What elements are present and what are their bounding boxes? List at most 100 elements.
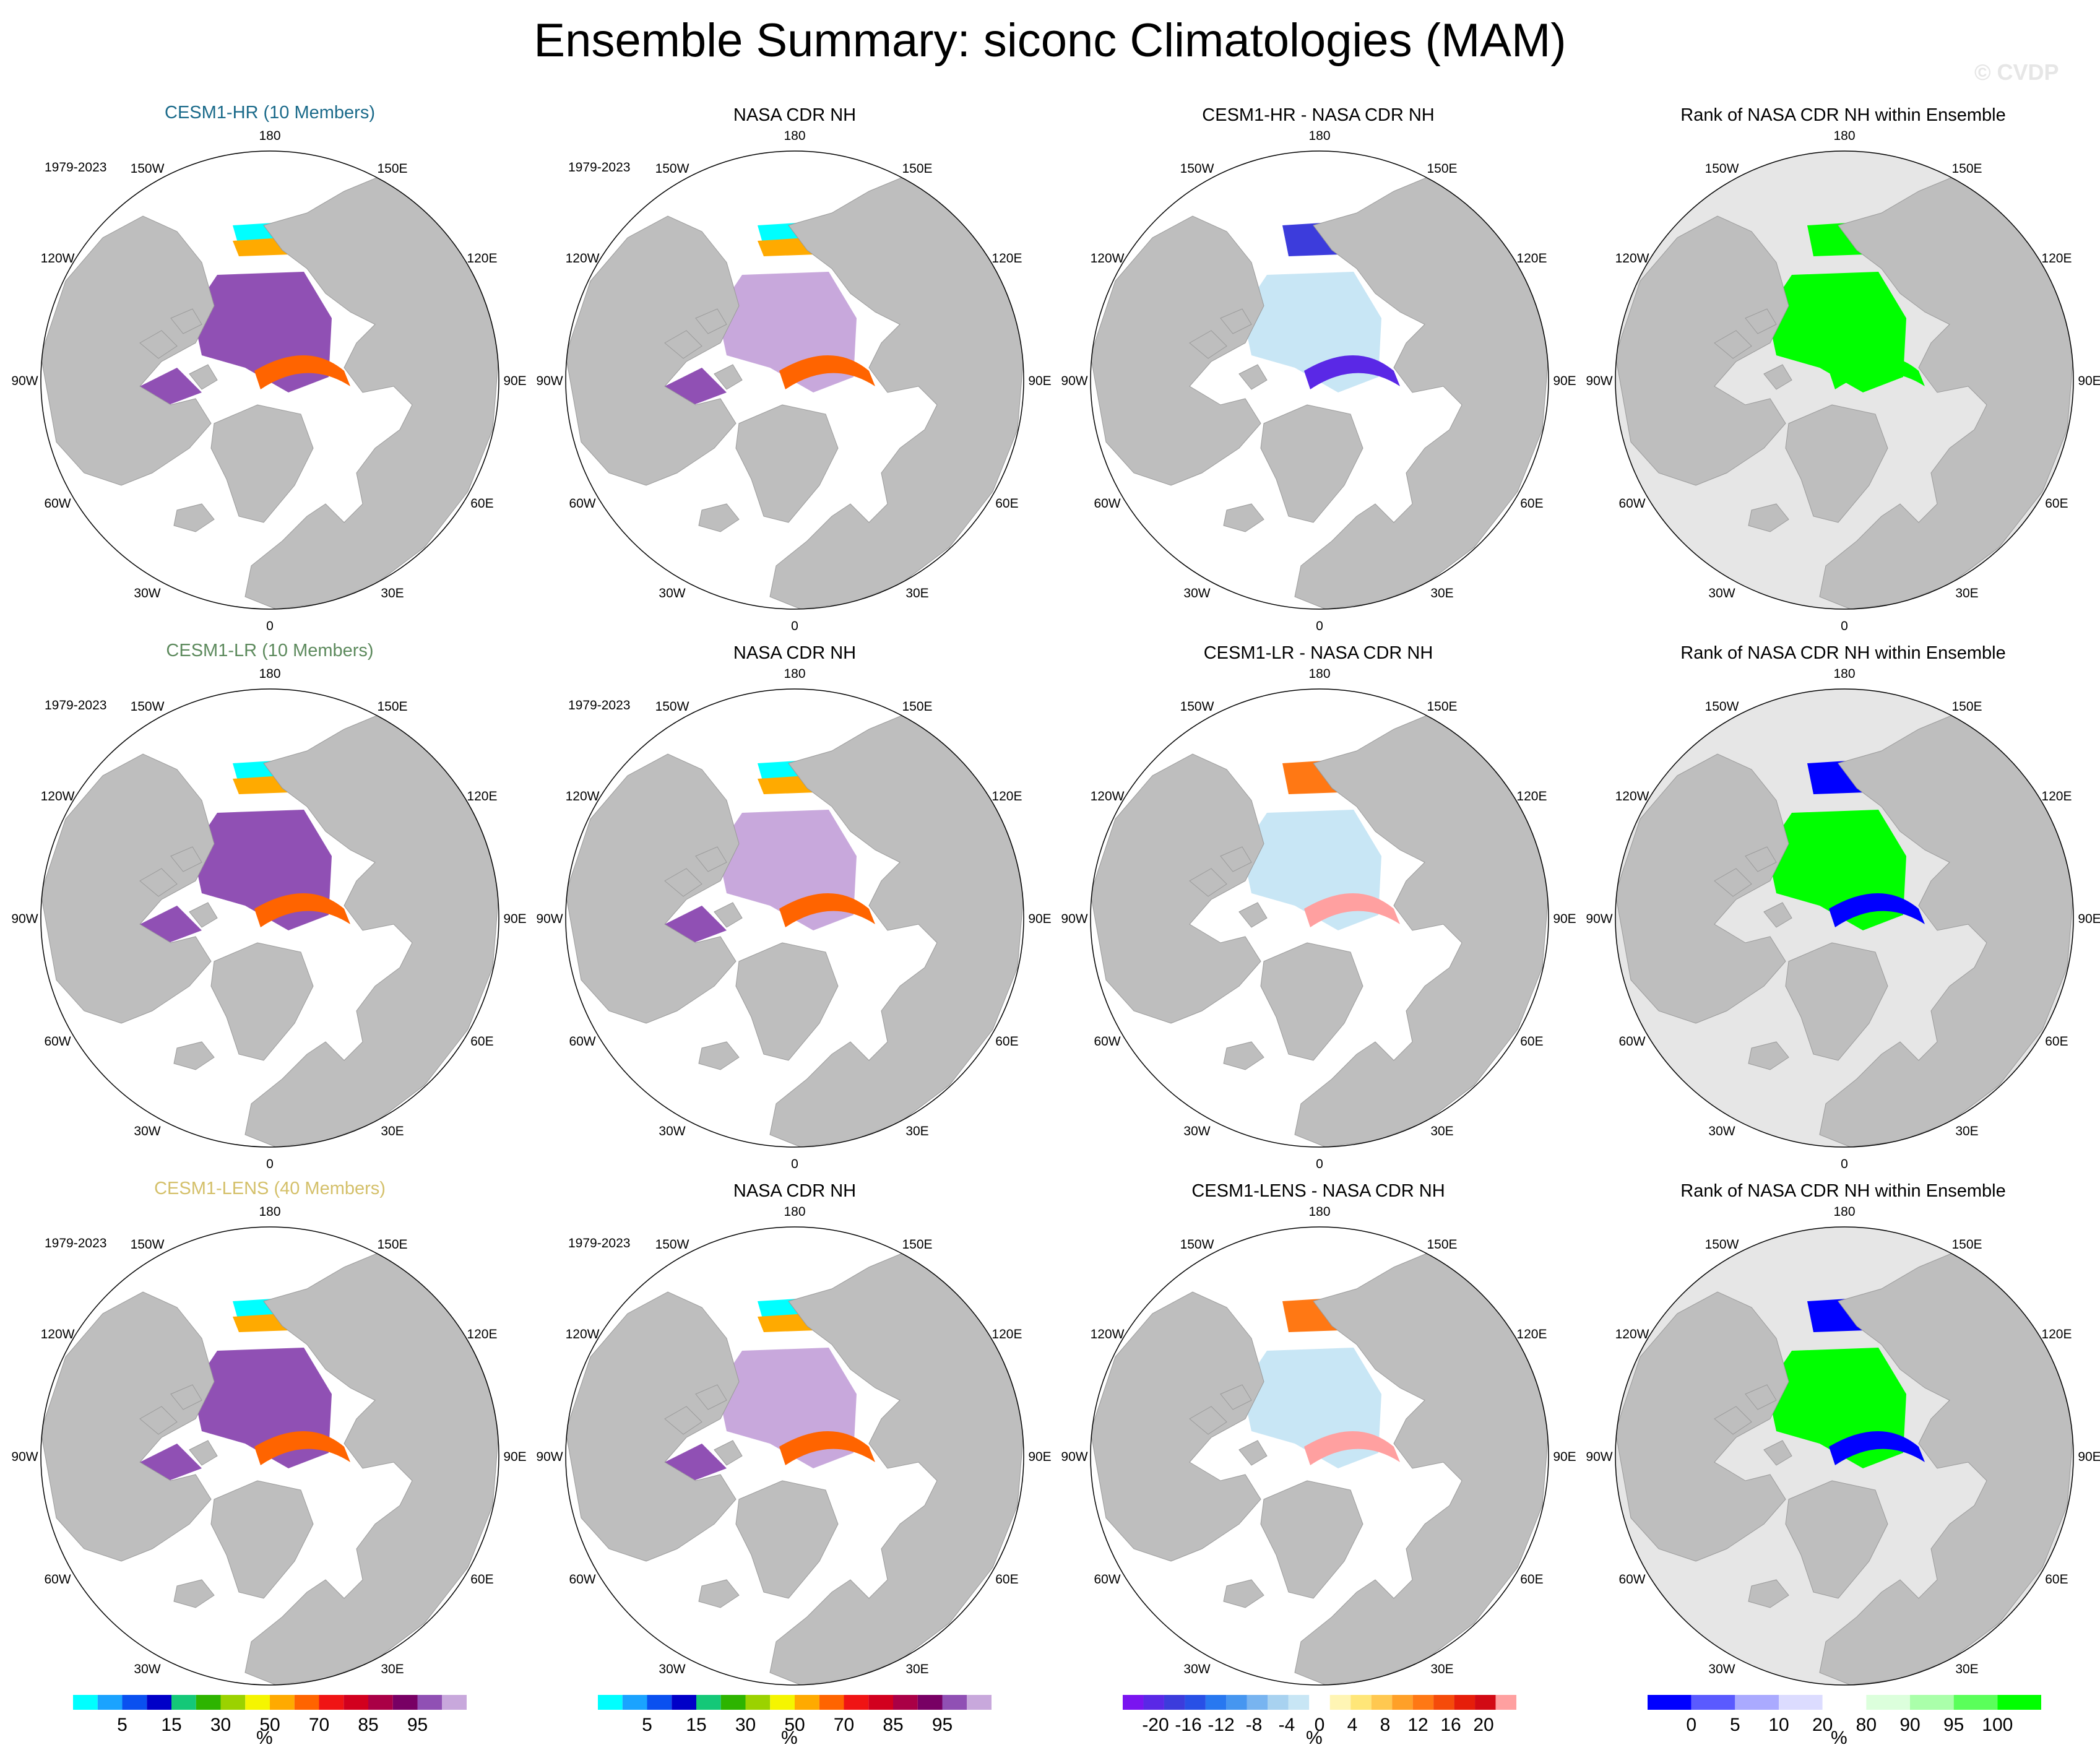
longitude-label: 120W bbox=[1091, 1327, 1125, 1341]
longitude-label: 150E bbox=[1427, 700, 1457, 714]
colorbar-tick-label: 50 bbox=[784, 1715, 805, 1735]
colorbar-swatch bbox=[1288, 1695, 1310, 1710]
colorbar-swatch bbox=[1495, 1695, 1516, 1710]
longitude-label: 90W bbox=[1061, 374, 1087, 388]
longitude-label: 30E bbox=[1955, 1662, 1978, 1676]
colorbar-siconc-2: 5 15 30 50 70 85 95 bbox=[598, 1695, 992, 1735]
colorbar-swatch bbox=[245, 1695, 270, 1710]
longitude-label: 150W bbox=[131, 700, 165, 714]
longitude-label: 90W bbox=[1061, 912, 1087, 926]
longitude-label: 150W bbox=[655, 1237, 689, 1252]
longitude-label: 150E bbox=[1427, 1237, 1457, 1252]
longitude-label: 120W bbox=[1615, 789, 1649, 804]
longitude-label: 60E bbox=[1520, 1572, 1543, 1587]
colorbar-swatch bbox=[122, 1695, 147, 1710]
longitude-label: 180 bbox=[259, 129, 280, 143]
map-boundary bbox=[1615, 150, 2074, 610]
colorbar-swatch bbox=[1433, 1695, 1454, 1710]
colorbar-swatch bbox=[319, 1695, 344, 1710]
panel-title-obs-1: NASA CDR NH bbox=[733, 105, 857, 125]
panel-title-rank-2: Rank of NASA CDR NH within Ensemble bbox=[1680, 643, 2006, 663]
colorbar-tick-label: 5 bbox=[1730, 1715, 1740, 1735]
longitude-label: 30E bbox=[1955, 586, 1978, 600]
colorbar-tick-label: 80 bbox=[1856, 1715, 1877, 1735]
colorbar-siconc-1: 5 15 30 50 70 85 95 bbox=[73, 1695, 467, 1735]
longitude-label: 120E bbox=[1516, 1327, 1547, 1341]
longitude-label: 180 bbox=[1833, 667, 1855, 681]
longitude-label: 30W bbox=[659, 1124, 685, 1138]
map-boundary bbox=[40, 1226, 499, 1686]
colorbar-swatch bbox=[1329, 1695, 1351, 1710]
longitude-label: 0 bbox=[1841, 1157, 1848, 1171]
longitude-label: 150W bbox=[1705, 700, 1739, 714]
longitude-label: 180 bbox=[259, 667, 280, 681]
longitude-label: 60W bbox=[569, 1034, 595, 1049]
map-panel-r2-c1: 180 150E 120E 90E 60E 30E 0 30W 60W 90W 120W 150W bbox=[11, 667, 526, 1171]
longitude-label: 90E bbox=[2078, 374, 2100, 388]
longitude-label: 30E bbox=[905, 1124, 928, 1138]
longitude-label: 30E bbox=[1430, 1662, 1453, 1676]
longitude-label: 90E bbox=[1028, 374, 1051, 388]
longitude-label: 60W bbox=[569, 496, 595, 511]
colorbar-swatch bbox=[1392, 1695, 1413, 1710]
longitude-label: 150E bbox=[1427, 162, 1457, 176]
period-label-model-hr: 1979-2023 bbox=[45, 160, 107, 175]
colorbar-swatch bbox=[1454, 1695, 1476, 1710]
colorbar-swatch bbox=[442, 1695, 467, 1710]
colorbar-unit-3: % bbox=[1306, 1728, 1323, 1748]
longitude-label: 30W bbox=[1708, 1662, 1735, 1676]
figure-title: Ensemble Summary: siconc Climatologies (… bbox=[534, 14, 1566, 67]
colorbar-tick-label: -8 bbox=[1246, 1715, 1263, 1735]
period-label-model-lens: 1979-2023 bbox=[45, 1236, 107, 1250]
longitude-label: 30W bbox=[1183, 1124, 1210, 1138]
colorbar-diff: -20 -16 -12 -8 -4 0 4 8 12 16 20 bbox=[1123, 1695, 1516, 1735]
colorbar-swatch bbox=[1143, 1695, 1164, 1710]
longitude-label: 30W bbox=[659, 1662, 685, 1676]
longitude-label: 120E bbox=[467, 1327, 497, 1341]
longitude-label: 30W bbox=[1708, 1124, 1735, 1138]
longitude-label: 60W bbox=[44, 496, 71, 511]
longitude-label: 90W bbox=[11, 374, 38, 388]
longitude-label: 0 bbox=[1316, 1157, 1323, 1171]
colorbar-tick-label: 16 bbox=[1440, 1715, 1461, 1735]
map-panel-r1-c1: 180 150E 120E 90E 60E 30E 0 30W 60W 90W 120W 150W bbox=[11, 129, 526, 633]
longitude-label: 120E bbox=[2041, 251, 2072, 266]
longitude-label: 90E bbox=[1028, 1450, 1051, 1464]
colorbar-swatch bbox=[220, 1695, 246, 1710]
longitude-label: 0 bbox=[791, 619, 798, 633]
colorbar-swatch bbox=[770, 1695, 795, 1710]
longitude-label: 60E bbox=[470, 1572, 493, 1587]
longitude-label: 60W bbox=[1618, 1572, 1645, 1587]
colorbar-swatch bbox=[97, 1695, 123, 1710]
longitude-label: 30W bbox=[1183, 1662, 1210, 1676]
longitude-label: 180 bbox=[259, 1205, 280, 1219]
colorbar-tick-label: 10 bbox=[1768, 1715, 1789, 1735]
longitude-label: 60E bbox=[470, 496, 493, 511]
longitude-label: 90W bbox=[11, 1450, 38, 1464]
longitude-label: 30E bbox=[905, 586, 928, 600]
colorbar-unit-1: % bbox=[256, 1728, 273, 1748]
longitude-label: 150E bbox=[902, 162, 932, 176]
longitude-label: 60E bbox=[1520, 1034, 1543, 1049]
longitude-label: 30W bbox=[1708, 586, 1735, 600]
colorbar-swatch bbox=[647, 1695, 672, 1710]
longitude-label: 120W bbox=[1615, 1327, 1649, 1341]
colorbar-swatch bbox=[73, 1695, 98, 1710]
longitude-label: 30W bbox=[1183, 586, 1210, 600]
longitude-label: 90E bbox=[1028, 912, 1051, 926]
colorbar-tick-label: 95 bbox=[932, 1715, 953, 1735]
longitude-label: 120W bbox=[41, 789, 75, 804]
colorbar-swatch bbox=[1866, 1695, 1910, 1710]
longitude-label: 90W bbox=[1586, 374, 1612, 388]
colorbar-swatch bbox=[1205, 1695, 1227, 1710]
longitude-label: 150E bbox=[377, 1237, 407, 1252]
longitude-label: 60E bbox=[995, 496, 1018, 511]
longitude-label: 60E bbox=[2045, 1034, 2068, 1049]
colorbar-swatch bbox=[171, 1695, 196, 1710]
longitude-label: 120E bbox=[992, 1327, 1022, 1341]
map-panel-r2-c2: 180 150E 120E 90E 60E 30E 0 30W 60W 90W 120W 150W bbox=[536, 667, 1051, 1171]
